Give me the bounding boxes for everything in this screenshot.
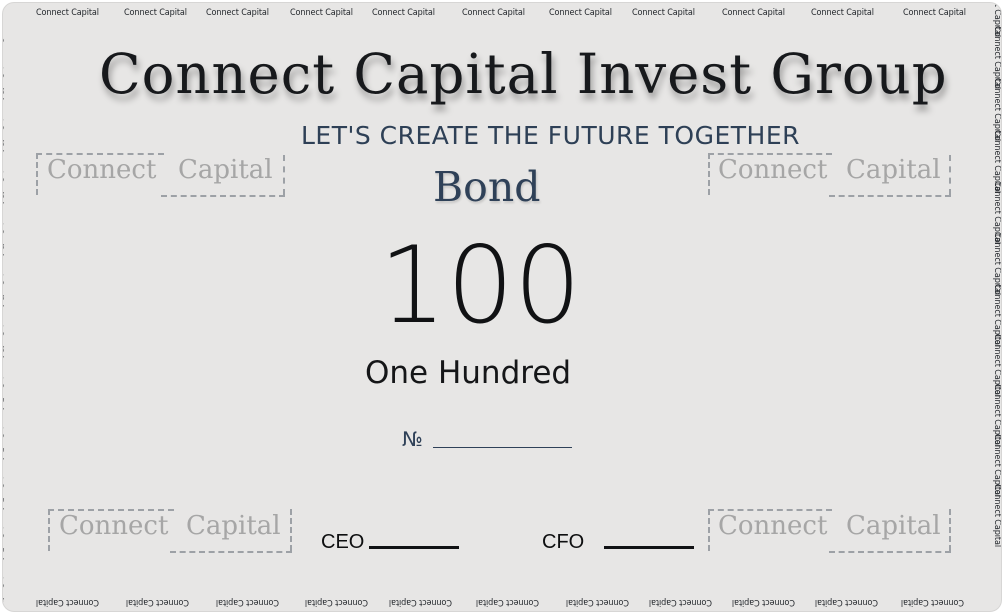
border-watermark-top: Connect Capital xyxy=(206,8,269,18)
border-watermark-bottom: Connect Capital xyxy=(476,597,539,607)
border-watermark-top: Connect Capital xyxy=(903,8,966,18)
corner-watermark-top-right: Connect Capital xyxy=(708,153,954,202)
dashed-frame-left xyxy=(708,153,710,195)
dashed-frame-bottom xyxy=(161,195,285,197)
border-watermark-bottom: Connect Capital xyxy=(305,597,368,607)
ceo-signature-label: CEO xyxy=(321,531,365,553)
watermark-word-connect: Connect xyxy=(718,155,828,185)
certificate-title: Connect Capital Invest Group xyxy=(99,42,948,106)
dashed-frame-left xyxy=(708,509,710,551)
corner-watermark-bottom-left: Connect Capital xyxy=(48,509,295,558)
border-watermark-right: Connect Capital xyxy=(992,484,1002,547)
border-watermark-bottom: Connect Capital xyxy=(815,597,878,607)
corner-watermark-bottom-right: Connect Capital xyxy=(708,509,954,558)
serial-number-line xyxy=(433,447,572,448)
dashed-frame-right xyxy=(283,155,285,195)
border-watermark-top: Connect Capital xyxy=(549,8,612,18)
dashed-frame-left xyxy=(36,153,38,195)
border-watermark-top: Connect Capital xyxy=(290,8,353,18)
border-watermark-bottom: Connect Capital xyxy=(649,597,712,607)
border-watermark-bottom: Connect Capital xyxy=(566,597,629,607)
watermark-word-capital: Capital xyxy=(178,155,273,185)
corner-watermark-top-left: Connect Capital xyxy=(36,153,287,202)
dashed-frame-bottom xyxy=(170,551,292,553)
dashed-frame-right xyxy=(290,509,292,551)
border-watermark-bottom: Connect Capital xyxy=(732,597,795,607)
cfo-signature-line xyxy=(604,546,694,549)
dashed-frame-bottom xyxy=(829,195,951,197)
border-watermark-top: Connect Capital xyxy=(811,8,874,18)
amount-words: One Hundred xyxy=(365,355,572,391)
dashed-frame-bottom xyxy=(829,551,951,553)
dashed-frame-top xyxy=(48,509,174,511)
border-watermark-bottom: Connect Capital xyxy=(216,597,279,607)
watermark-word-capital: Capital xyxy=(846,511,941,541)
ceo-signature-line xyxy=(369,546,459,549)
border-watermark-top: Connect Capital xyxy=(632,8,695,18)
cfo-signature-label: CFO xyxy=(542,531,585,553)
dashed-frame-right xyxy=(949,155,951,195)
dashed-frame-top xyxy=(36,153,164,155)
watermark-word-connect: Connect xyxy=(59,511,169,541)
certificate-tagline: LET'S CREATE THE FUTURE TOGETHER xyxy=(301,121,801,150)
border-watermark-bottom: Connect Capital xyxy=(36,597,99,607)
watermark-word-capital: Capital xyxy=(846,155,941,185)
border-watermark-top: Connect Capital xyxy=(722,8,785,18)
border-watermark-top: Connect Capital xyxy=(462,8,525,18)
dashed-frame-left xyxy=(48,509,50,551)
dashed-frame-top xyxy=(708,509,832,511)
watermark-word-capital: Capital xyxy=(186,511,281,541)
border-watermark-top: Connect Capital xyxy=(372,8,435,18)
bond-label: Bond xyxy=(433,163,541,211)
dashed-frame-right xyxy=(949,509,951,551)
border-watermark-top: Connect Capital xyxy=(36,8,99,18)
serial-number-label: № xyxy=(402,427,423,451)
watermark-word-connect: Connect xyxy=(718,511,828,541)
watermark-word-connect: Connect xyxy=(47,155,157,185)
border-watermark-bottom: Connect Capital xyxy=(126,597,189,607)
border-watermark-bottom: Connect Capital xyxy=(901,597,964,607)
dashed-frame-top xyxy=(708,153,832,155)
border-watermark-top: Connect Capital xyxy=(124,8,187,18)
amount-numeric: 100 xyxy=(379,224,582,347)
border-watermark-bottom: Connect Capital xyxy=(389,597,452,607)
border-watermark-left: Connect Capital xyxy=(2,547,4,610)
